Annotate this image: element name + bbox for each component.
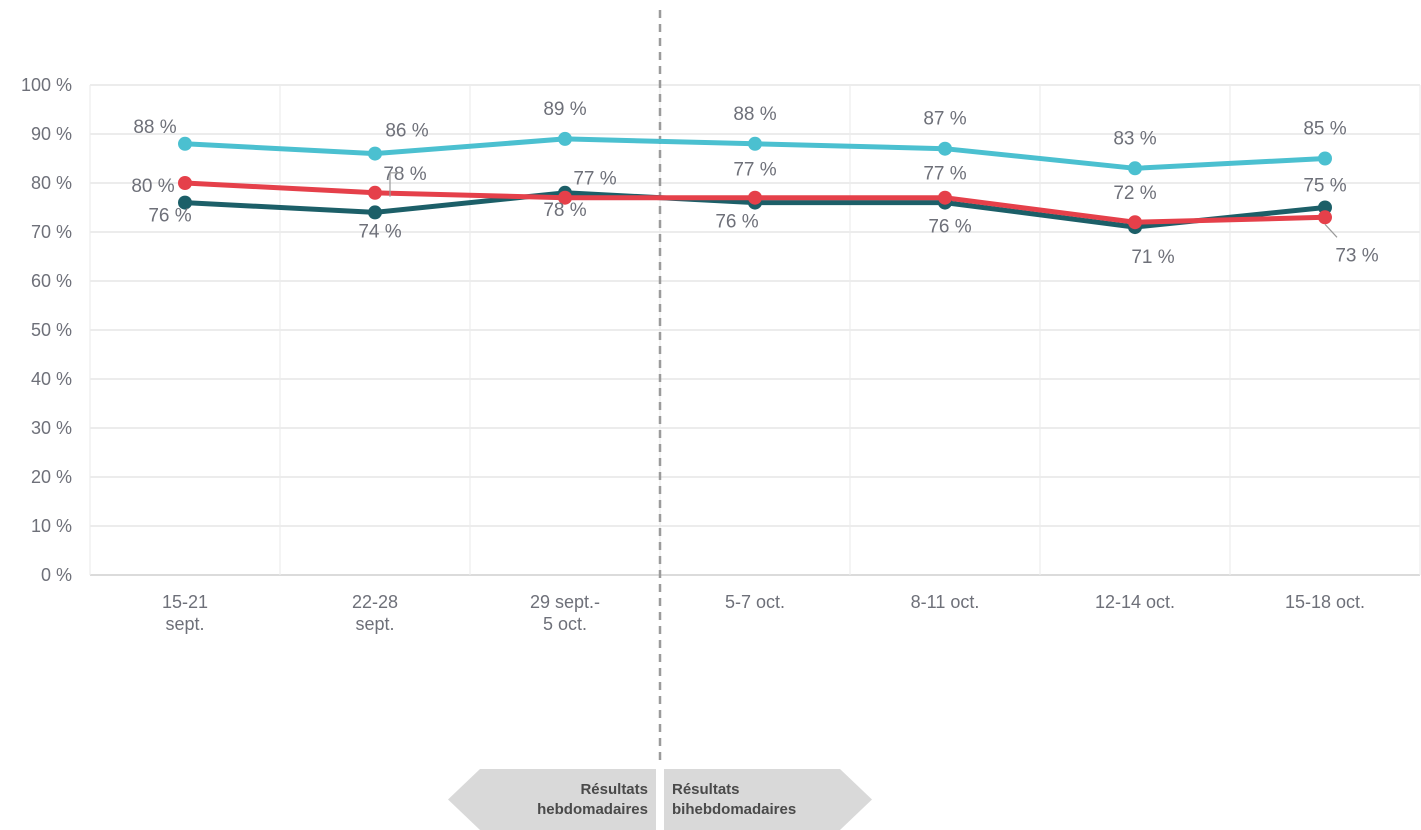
x-tick-label: 5-7 oct.: [725, 592, 785, 612]
y-tick-label: 80 %: [31, 173, 72, 193]
series-point-2: [1128, 215, 1142, 230]
y-tick-label: 40 %: [31, 369, 72, 389]
series-point-2: [558, 190, 572, 205]
data-label: 78 %: [383, 164, 426, 185]
x-tick-label: 15-21: [162, 592, 208, 612]
y-tick-label: 20 %: [31, 467, 72, 487]
leader-line: [389, 172, 402, 197]
data-label: 80 %: [131, 176, 174, 197]
period-labels: Résultats hebdomadaires Résultats bihebdoma…: [448, 769, 872, 830]
y-tick-label: 30 %: [31, 418, 72, 438]
y-tick-label: 0 %: [41, 565, 72, 585]
y-tick-label: 70 %: [31, 222, 72, 242]
x-tick-label: 29 sept.-: [530, 592, 600, 612]
data-label: 77 %: [923, 164, 966, 185]
x-tick-label: sept.: [165, 614, 204, 634]
series-point-2: [1318, 210, 1332, 225]
data-label: 71 %: [1131, 247, 1174, 268]
data-label: 88 %: [133, 117, 176, 138]
series-point-2: [938, 190, 952, 205]
leader-line: [1324, 223, 1338, 238]
series-point-0: [178, 136, 192, 151]
series-point-0: [938, 141, 952, 156]
series-point-2: [178, 176, 192, 190]
x-tick-label: 5 oct.: [543, 614, 587, 634]
data-label: 89 %: [543, 99, 586, 120]
series-point-0: [558, 131, 572, 146]
data-label: 72 %: [1113, 183, 1156, 204]
data-label: 76 %: [928, 217, 971, 238]
biweekly-results-label: Résultats: [672, 781, 740, 798]
weekly-arrow: [448, 769, 656, 830]
x-tick-label: 8-11 oct.: [911, 592, 980, 612]
data-label: 75 %: [1303, 176, 1346, 197]
series-point-0: [1128, 161, 1142, 176]
y-tick-label: 50 %: [31, 320, 72, 340]
data-label: 86 %: [385, 121, 428, 142]
y-tick-label: 100 %: [21, 75, 72, 95]
series-point-0: [1318, 151, 1332, 166]
data-label: 77 %: [573, 169, 616, 190]
series-point-2: [748, 190, 762, 205]
biweekly-arrow: [664, 769, 872, 830]
data-label: 88 %: [733, 104, 776, 125]
series-point-1: [1318, 200, 1332, 215]
grid: [89, 84, 1421, 576]
y-axis: 0 % 10 % 20 % 30 % 40 % 50 % 60 % 70 % 80 % 90 % 1…: [21, 75, 72, 585]
data-label: 85 %: [1303, 119, 1346, 140]
data-label: 78 %: [543, 200, 586, 221]
data-labels: 88 % 86 % 89 % 88 % 87 % 83 % 85 % 76 % 74 % 78 %…: [131, 99, 1378, 268]
y-tick-label: 90 %: [31, 124, 72, 144]
biweekly-results-label: bihebdomadaires: [672, 801, 796, 818]
data-label: 73 %: [1335, 245, 1378, 266]
data-label: 83 %: [1113, 128, 1156, 149]
x-tick-label: 12-14 oct.: [1095, 592, 1175, 612]
data-label: 77 %: [733, 160, 776, 181]
data-label: 76 %: [148, 206, 191, 227]
series-point-1: [368, 205, 382, 220]
series-point-0: [748, 136, 762, 151]
data-label: 76 %: [715, 212, 758, 233]
series-point-0: [368, 146, 382, 161]
data-label: 74 %: [358, 221, 401, 242]
series-point-1: [178, 195, 192, 210]
y-tick-label: 10 %: [31, 516, 72, 536]
x-tick-label: 22-28: [352, 592, 398, 612]
y-tick-label: 60 %: [31, 271, 72, 291]
x-tick-label: 15-18 oct.: [1285, 592, 1365, 612]
weekly-results-label: hebdomadaires: [537, 801, 648, 818]
x-tick-label: sept.: [355, 614, 394, 634]
data-label: 87 %: [923, 109, 966, 130]
weekly-results-label: Résultats: [580, 781, 648, 798]
series-point-2: [368, 185, 382, 200]
series-group: [178, 131, 1332, 235]
